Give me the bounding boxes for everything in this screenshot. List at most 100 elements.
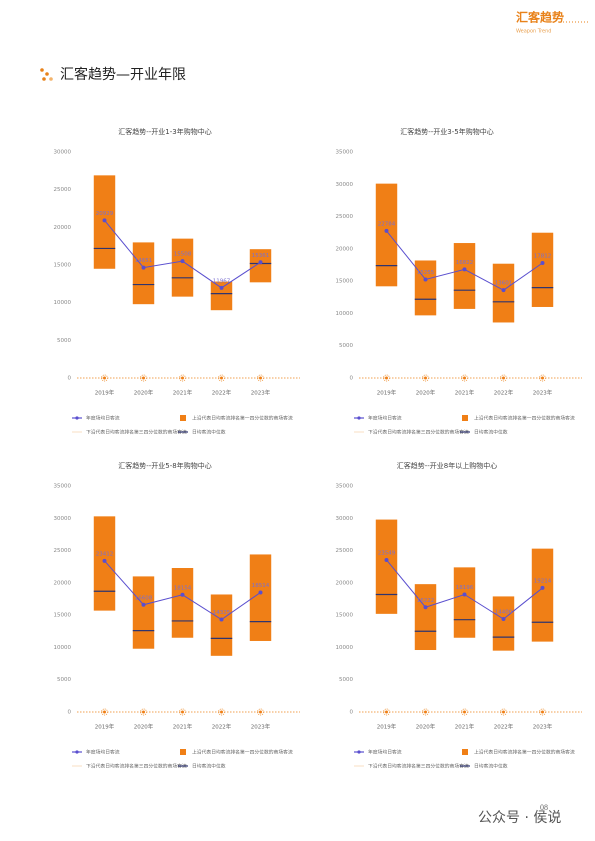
average-point (423, 605, 428, 610)
average-point (141, 602, 146, 607)
chart-title: 汇客趋势--开业3-5年购物中心 (400, 127, 494, 136)
legend-label: 上沿代表日均客流排名第一四分位数的商场客流 (192, 415, 293, 422)
page-number: 08 (540, 803, 548, 812)
data-label: 11967 (213, 278, 231, 284)
y-tick-label: 0 (68, 710, 72, 716)
legend-swatch (357, 416, 361, 420)
quartile-bar (453, 243, 476, 309)
y-tick-label: 30000 (336, 516, 354, 522)
y-tick-label: 5000 (57, 338, 71, 344)
x-tick-label: 2021年 (455, 389, 475, 397)
data-label: 17812 (534, 253, 552, 259)
average-point (141, 265, 146, 270)
legend-label: 下沿代表日均客流排名第三四分位数的商场客流 (86, 763, 187, 770)
legend-label: 日均客流中位数 (192, 763, 226, 770)
data-label: 16222 (417, 598, 435, 604)
data-label: 14325 (213, 610, 231, 616)
quartile-bar (414, 260, 437, 316)
quartile-bar (414, 584, 437, 651)
quartile-bar (93, 516, 116, 611)
average-point (258, 590, 263, 595)
y-tick-label: 20000 (336, 246, 354, 252)
y-tick-label: 25000 (54, 548, 72, 554)
axis-dot (218, 374, 225, 382)
axis-dot (502, 710, 505, 714)
y-tick-label: 25000 (54, 187, 72, 193)
legend-swatch (462, 415, 468, 421)
legend-swatch (462, 749, 468, 755)
icon-dot (42, 77, 46, 81)
quartile-bar (249, 249, 272, 283)
average-point (462, 592, 467, 597)
average-point (462, 267, 467, 272)
y-tick-label: 5000 (57, 677, 71, 683)
quartile-bar (171, 238, 194, 297)
axis-dot (181, 710, 184, 714)
quartile-bar (375, 183, 398, 287)
y-tick-label: 15000 (54, 263, 72, 269)
average-point (540, 585, 545, 590)
y-tick-label: 30000 (336, 182, 354, 188)
y-tick-label: 25000 (336, 548, 354, 554)
axis-dot (101, 374, 108, 382)
average-point (102, 558, 107, 563)
axis-dot (140, 708, 147, 716)
y-tick-label: 25000 (336, 214, 354, 220)
axis-dot (502, 376, 505, 380)
quartile-bar (210, 594, 233, 656)
icon-dot (49, 77, 53, 81)
x-tick-label: 2021年 (455, 723, 475, 731)
brand: 汇客趋势 (516, 10, 564, 25)
axis-dot (140, 374, 147, 382)
x-tick-label: 2021年 (173, 389, 193, 397)
watermark: 公众号 · 侯说 (478, 810, 561, 826)
data-label: 14651 (135, 258, 153, 264)
axis-dot (541, 376, 544, 380)
x-tick-label: 2020年 (416, 389, 436, 397)
data-label: 18154 (174, 585, 192, 591)
axis-dot (424, 376, 427, 380)
data-label: 14400 (495, 610, 513, 616)
axis-dot (461, 374, 468, 382)
quartile-bar (210, 281, 233, 311)
legend-label: 年度场均日客流 (86, 749, 120, 756)
y-tick-label: 30000 (54, 150, 72, 156)
x-tick-label: 2021年 (173, 723, 193, 731)
y-tick-label: 35000 (336, 150, 354, 156)
data-label: 19214 (534, 578, 552, 584)
data-label: 20929 (96, 211, 114, 217)
axis-dot (500, 708, 507, 716)
data-label: 18514 (252, 583, 270, 589)
legend-swatch (180, 415, 186, 421)
axis-dot (179, 708, 186, 716)
data-label: 23549 (378, 550, 396, 556)
data-label: 18196 (456, 585, 474, 591)
average-point (501, 617, 506, 622)
data-label: 15508 (174, 252, 192, 258)
legend-label: 上沿代表日均客流排名第一四分位数的商场客流 (192, 749, 293, 756)
quartile-bar (531, 232, 554, 307)
x-tick-label: 2023年 (533, 389, 553, 397)
legend-label: 日均客流中位数 (474, 429, 508, 436)
axis-dot (257, 374, 264, 382)
average-point (180, 259, 185, 264)
legend-swatch (180, 749, 186, 755)
axis-dot (383, 374, 390, 382)
x-tick-label: 2019年 (95, 723, 115, 731)
chart-title: 汇客趋势--开业5-8年购物中心 (118, 461, 212, 470)
y-tick-label: 5000 (339, 343, 353, 349)
x-tick-label: 2023年 (251, 389, 271, 397)
y-tick-label: 10000 (54, 645, 72, 651)
y-tick-label: 10000 (54, 300, 72, 306)
axis-dot (142, 710, 145, 714)
x-tick-label: 2020年 (134, 723, 154, 731)
data-label: 16822 (456, 260, 474, 266)
quartile-bar (453, 567, 476, 638)
data-label: 15361 (252, 253, 270, 259)
average-point (219, 285, 224, 290)
average-point (540, 260, 545, 265)
legend-label: 上沿代表日均客流排名第一四分位数的商场客流 (474, 415, 575, 422)
x-tick-label: 2022年 (494, 723, 514, 731)
y-tick-label: 20000 (336, 580, 354, 586)
